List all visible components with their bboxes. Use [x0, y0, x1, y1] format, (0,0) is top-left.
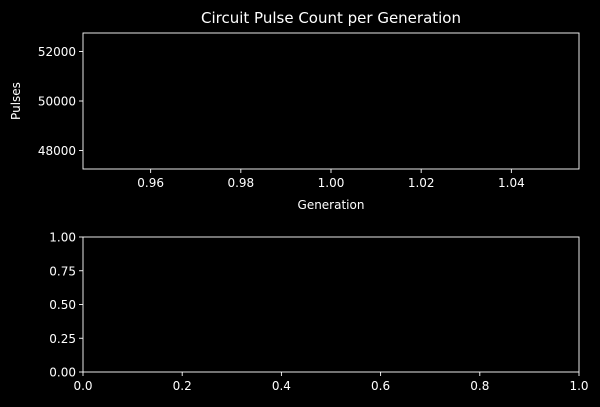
empty-axes: 0.0 0.2 0.4 0.6 0.8 1.0 0.00 0.25 0.50 0.75 1.00: [49, 231, 588, 394]
empty-axes-x-tick-label: 0.4: [272, 379, 291, 393]
pulse-count-y-axis-label: Pulses: [9, 82, 23, 120]
empty-axes-y-ticks: 0.00 0.25 0.50 0.75 1.00: [49, 231, 83, 380]
pulse-count-x-tick-label: 0.96: [137, 176, 164, 190]
empty-axes-x-tick-label: 0.6: [371, 379, 390, 393]
empty-axes-y-tick-label: 0.50: [49, 298, 76, 312]
empty-axes-x-ticks: 0.0 0.2 0.4 0.6 0.8 1.0: [73, 372, 589, 393]
empty-axes-y-tick-label: 0.00: [49, 366, 76, 380]
pulse-count-y-tick-label: 48000: [38, 144, 76, 158]
pulse-count-x-tick-label: 1.02: [408, 176, 435, 190]
empty-axes-y-tick-label: 0.75: [49, 264, 76, 278]
empty-plot-area: [82, 236, 580, 373]
empty-axes-x-tick-label: 0.2: [173, 379, 192, 393]
pulse-count-y-ticks: 48000 50000 52000: [38, 45, 83, 158]
empty-axes-x-tick-label: 0.0: [73, 379, 92, 393]
pulse-count-x-tick-label: 0.98: [227, 176, 254, 190]
empty-axes-x-tick-label: 0.8: [470, 379, 489, 393]
pulse-count-x-ticks: 0.96 0.98 1.00 1.02 1.04: [137, 169, 525, 190]
pulse-count-plot-area: [82, 32, 580, 170]
pulse-count-y-tick-label: 50000: [38, 95, 76, 109]
pulse-count-axes: Circuit Pulse Count per Generation Gener…: [9, 9, 580, 212]
pulse-count-x-tick-label: 1.00: [318, 176, 345, 190]
pulse-count-y-tick-label: 52000: [38, 45, 76, 59]
pulse-count-chart-title: Circuit Pulse Count per Generation: [201, 9, 461, 27]
empty-axes-y-tick-label: 0.25: [49, 332, 76, 346]
empty-axes-x-tick-label: 1.0: [569, 379, 588, 393]
pulse-count-x-axis-label: Generation: [298, 198, 365, 212]
empty-axes-y-tick-label: 1.00: [49, 231, 76, 245]
pulse-count-x-tick-label: 1.04: [498, 176, 525, 190]
